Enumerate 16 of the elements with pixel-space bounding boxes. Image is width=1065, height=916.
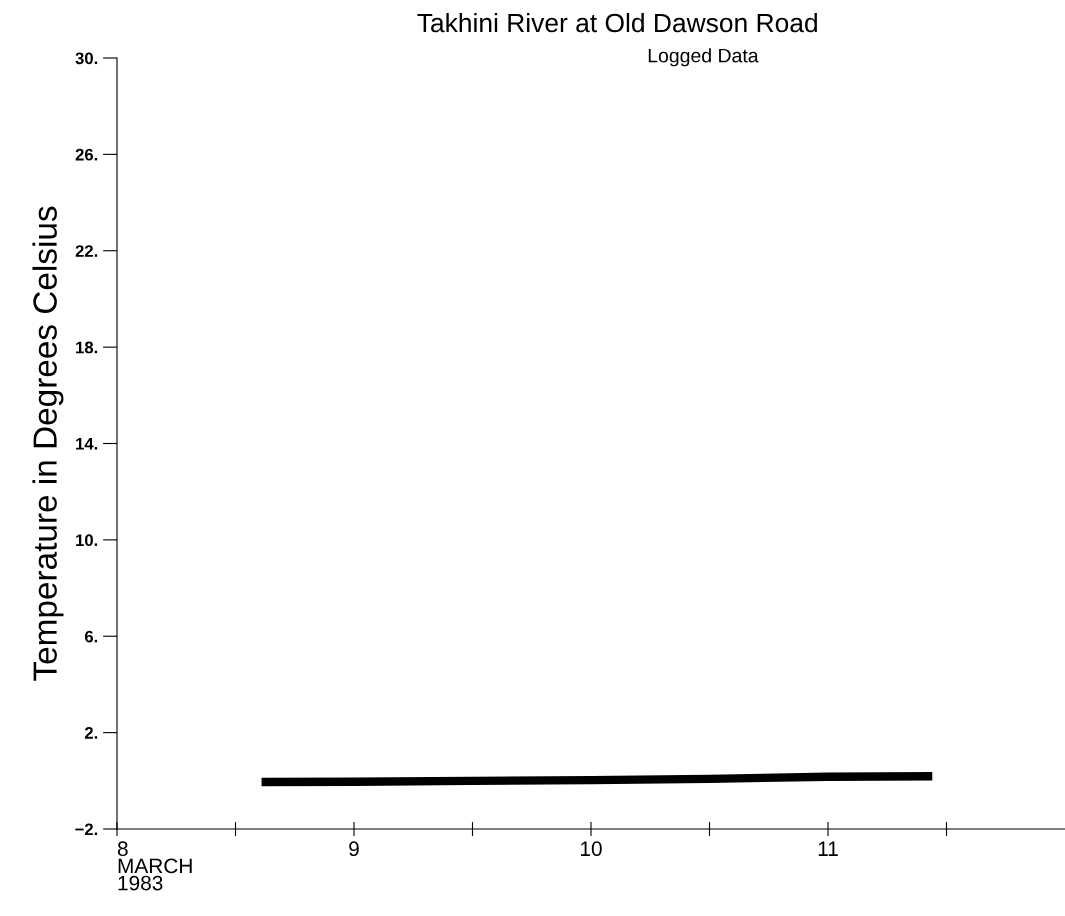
x-tick-label: 8 MARCH 1983 — [117, 841, 192, 891]
x-tick-label: 9 — [349, 841, 359, 857]
y-tick-label: 26. — [75, 148, 98, 161]
y-tick-label: 18. — [76, 341, 98, 354]
y-axis-title: Temperature in Degrees Celsius — [32, 206, 64, 681]
chart-title: Takhini River at Old Dawson Road — [417, 12, 817, 33]
y-tick-label: 22. — [75, 245, 98, 257]
y-tick-label: 10. — [76, 534, 98, 547]
chart-subtitle: Logged Data — [648, 48, 759, 67]
x-tick-label: 10 — [581, 841, 602, 857]
y-tick-label: 14. — [76, 438, 98, 450]
x-tick-label: 11 — [818, 841, 838, 856]
y-tick-label: 2. — [84, 727, 98, 739]
y-tick-label: −2. — [75, 823, 98, 836]
y-tick-label: 30. — [75, 52, 98, 65]
y-tick-label: 6. — [84, 630, 98, 643]
